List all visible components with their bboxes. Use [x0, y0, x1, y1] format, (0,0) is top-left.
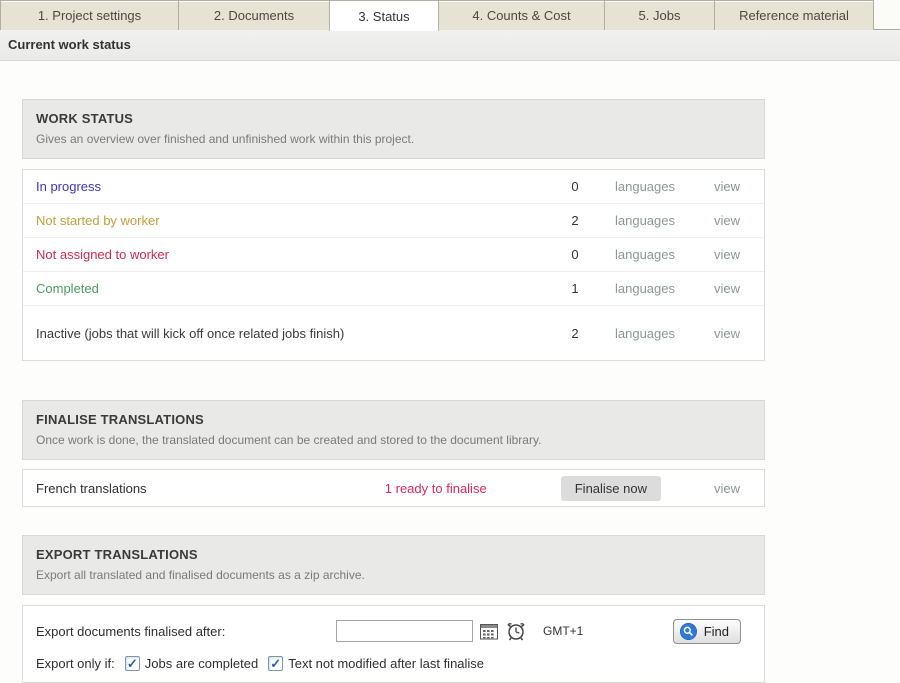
export-box: Export documents finalised after:	[22, 605, 765, 683]
work-status-title: WORK STATUS	[36, 111, 134, 126]
tab-reference-material[interactable]: Reference material	[714, 0, 874, 30]
view-link[interactable]: view	[713, 325, 740, 341]
finalise-row: French translations 1 ready to finalise …	[22, 469, 765, 507]
status-count: 0	[571, 179, 579, 194]
finalise-description: Once work is done, the translated docume…	[36, 433, 542, 447]
status-unit: languages	[615, 213, 675, 228]
work-status-header: WORK STATUS Gives an overview over finis…	[22, 99, 765, 159]
export-title: EXPORT TRANSLATIONS	[36, 547, 198, 562]
view-link[interactable]: view	[713, 480, 740, 496]
status-unit: languages	[615, 325, 675, 341]
view-link[interactable]: view	[713, 281, 740, 296]
tab-bar: 1. Project settings 2. Documents 3. Stat…	[0, 0, 900, 31]
export-only-if-label: Export only if:	[36, 656, 115, 671]
work-status-table: In progress 0 languages view Not started…	[22, 169, 765, 361]
jobs-completed-checkbox[interactable]: ✓	[124, 656, 140, 671]
text-not-modified-label: Text not modified after last finalise	[288, 656, 485, 671]
status-label: Not started by worker	[36, 213, 160, 228]
status-row-in-progress: In progress 0 languages view	[23, 170, 764, 204]
status-unit: languages	[615, 179, 675, 194]
tab-jobs[interactable]: 5. Jobs	[604, 0, 715, 30]
finalise-ready-status: 1 ready to finalise	[384, 480, 487, 496]
status-row-not-assigned: Not assigned to worker 0 languages view	[23, 238, 764, 272]
status-unit: languages	[615, 281, 675, 296]
page-title: Current work status	[0, 30, 900, 61]
text-not-modified-checkbox[interactable]: ✓	[268, 656, 284, 671]
finalise-language-label: French translations	[36, 480, 147, 496]
calendar-icon[interactable]	[480, 623, 498, 640]
finalise-header: FINALISE TRANSLATIONS Once work is done,…	[22, 400, 765, 460]
tab-status[interactable]: 3. Status	[329, 0, 439, 31]
status-row-not-started: Not started by worker 2 languages view	[23, 204, 764, 238]
export-header: EXPORT TRANSLATIONS Export all translate…	[22, 535, 765, 595]
timezone-label: GMT+1	[543, 624, 584, 638]
view-link[interactable]: view	[713, 179, 740, 194]
status-row-inactive: Inactive (jobs that will kick off once r…	[23, 306, 764, 360]
status-label: In progress	[36, 179, 102, 194]
view-link[interactable]: view	[713, 247, 740, 262]
export-date-label: Export documents finalised after:	[36, 623, 226, 639]
status-count: 1	[571, 281, 579, 296]
jobs-completed-label: Jobs are completed	[144, 656, 259, 671]
find-button[interactable]: Find	[672, 618, 741, 644]
status-count: 2	[571, 213, 579, 228]
status-label: Not assigned to worker	[36, 247, 169, 262]
work-status-description: Gives an overview over finished and unfi…	[36, 132, 415, 146]
finalise-now-button[interactable]: Finalise now	[560, 475, 661, 501]
status-label: Completed	[36, 281, 99, 296]
tab-project-settings[interactable]: 1. Project settings	[0, 0, 179, 30]
status-row-completed: Completed 1 languages view	[23, 272, 764, 306]
time-picker-clock-icon[interactable]	[505, 620, 527, 642]
finalised-after-date-input[interactable]	[336, 620, 473, 642]
tab-documents[interactable]: 2. Documents	[178, 0, 330, 30]
status-label: Inactive (jobs that will kick off once r…	[36, 325, 345, 341]
status-count: 0	[571, 247, 579, 262]
export-description: Export all translated and finalised docu…	[36, 568, 365, 582]
view-link[interactable]: view	[713, 213, 740, 228]
find-search-icon	[679, 622, 697, 640]
status-count: 2	[571, 325, 579, 341]
status-unit: languages	[615, 247, 675, 262]
tab-counts-cost[interactable]: 4. Counts & Cost	[438, 0, 605, 30]
find-button-label: Find	[703, 623, 729, 639]
finalise-title: FINALISE TRANSLATIONS	[36, 412, 204, 427]
